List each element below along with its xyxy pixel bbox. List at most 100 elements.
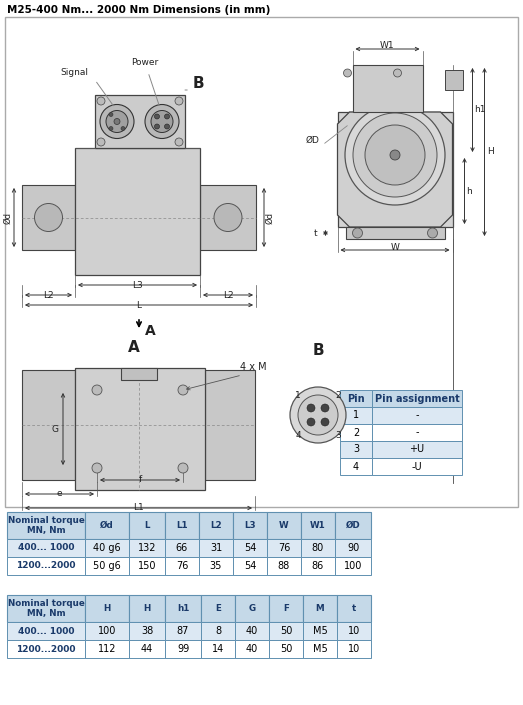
Circle shape [353,113,437,197]
Bar [95,95,185,148]
Bar [372,458,462,475]
Text: e: e [56,489,62,498]
Bar [235,640,269,658]
Bar [233,512,267,539]
Bar [301,539,335,557]
Text: G: G [51,424,58,434]
Text: Signal: Signal [60,68,88,77]
Text: 1: 1 [295,391,301,400]
Bar [165,512,199,539]
Bar [129,622,165,640]
Bar [7,557,85,575]
Bar [233,557,267,575]
Bar [340,441,372,458]
Text: 54: 54 [244,561,256,571]
Bar [340,390,372,407]
Text: 8: 8 [215,626,221,636]
Circle shape [151,111,173,133]
Bar [75,368,205,490]
Text: 132: 132 [138,543,156,553]
Text: A: A [145,324,156,338]
Circle shape [393,69,402,77]
Bar [85,622,129,640]
Bar [7,539,85,557]
Text: A: A [128,340,139,355]
Circle shape [427,228,438,238]
Circle shape [365,125,425,185]
Circle shape [344,69,351,77]
Bar [7,640,85,658]
Circle shape [321,404,329,412]
Bar [205,370,255,480]
Circle shape [178,385,188,395]
Circle shape [178,463,188,473]
Circle shape [121,126,125,130]
Bar [5,17,518,507]
Circle shape [106,111,128,133]
Text: Pin: Pin [347,393,365,403]
Bar [372,390,462,407]
Circle shape [390,150,400,160]
Text: 87: 87 [177,626,189,636]
Bar [199,512,233,539]
Text: B: B [192,76,204,91]
Text: 1200...2000: 1200...2000 [16,644,76,654]
Text: 66: 66 [176,543,188,553]
Bar [337,640,371,658]
Text: E: E [215,604,221,613]
Bar [340,458,372,475]
Bar [129,512,165,539]
Bar [346,227,445,239]
Bar [353,65,423,112]
Bar [7,595,85,622]
Bar [199,539,233,557]
Bar [200,185,256,250]
Bar [129,557,165,575]
Text: 100: 100 [98,626,116,636]
Text: 35: 35 [210,561,222,571]
Text: W1: W1 [380,42,395,51]
Bar [129,595,165,622]
Text: Power: Power [131,58,158,67]
Text: L1: L1 [176,521,188,530]
Circle shape [307,404,315,412]
Bar [165,539,199,557]
Bar [120,368,156,380]
Text: 400... 1000: 400... 1000 [18,627,74,635]
Text: L3: L3 [244,521,256,530]
Circle shape [214,204,242,231]
Bar [7,622,85,640]
Text: Nominal torque
MN, Nm: Nominal torque MN, Nm [8,516,84,535]
Text: -: - [415,427,419,438]
Circle shape [97,97,105,105]
Bar [85,512,129,539]
Bar [337,112,452,227]
Bar [22,185,75,250]
Bar [85,539,129,557]
Circle shape [345,105,445,205]
Text: Ød: Ød [100,521,114,530]
Text: L2: L2 [43,290,54,300]
Text: +U: +U [410,444,425,455]
Text: Nominal torque
MN, Nm: Nominal torque MN, Nm [8,599,84,618]
Bar [85,640,129,658]
Text: 2: 2 [335,391,341,400]
Bar [165,640,201,658]
Bar [301,557,335,575]
Text: 88: 88 [278,561,290,571]
Text: 76: 76 [278,543,290,553]
Text: W: W [279,521,289,530]
Text: W: W [391,243,400,252]
Text: 2: 2 [353,427,359,438]
Bar [201,622,235,640]
Circle shape [298,395,338,435]
Circle shape [100,104,134,138]
Bar [165,557,199,575]
Text: 100: 100 [344,561,362,571]
Bar [267,539,301,557]
Text: 150: 150 [138,561,156,571]
Bar [335,512,371,539]
Text: L: L [144,521,150,530]
Bar [372,407,462,424]
Circle shape [109,113,113,116]
